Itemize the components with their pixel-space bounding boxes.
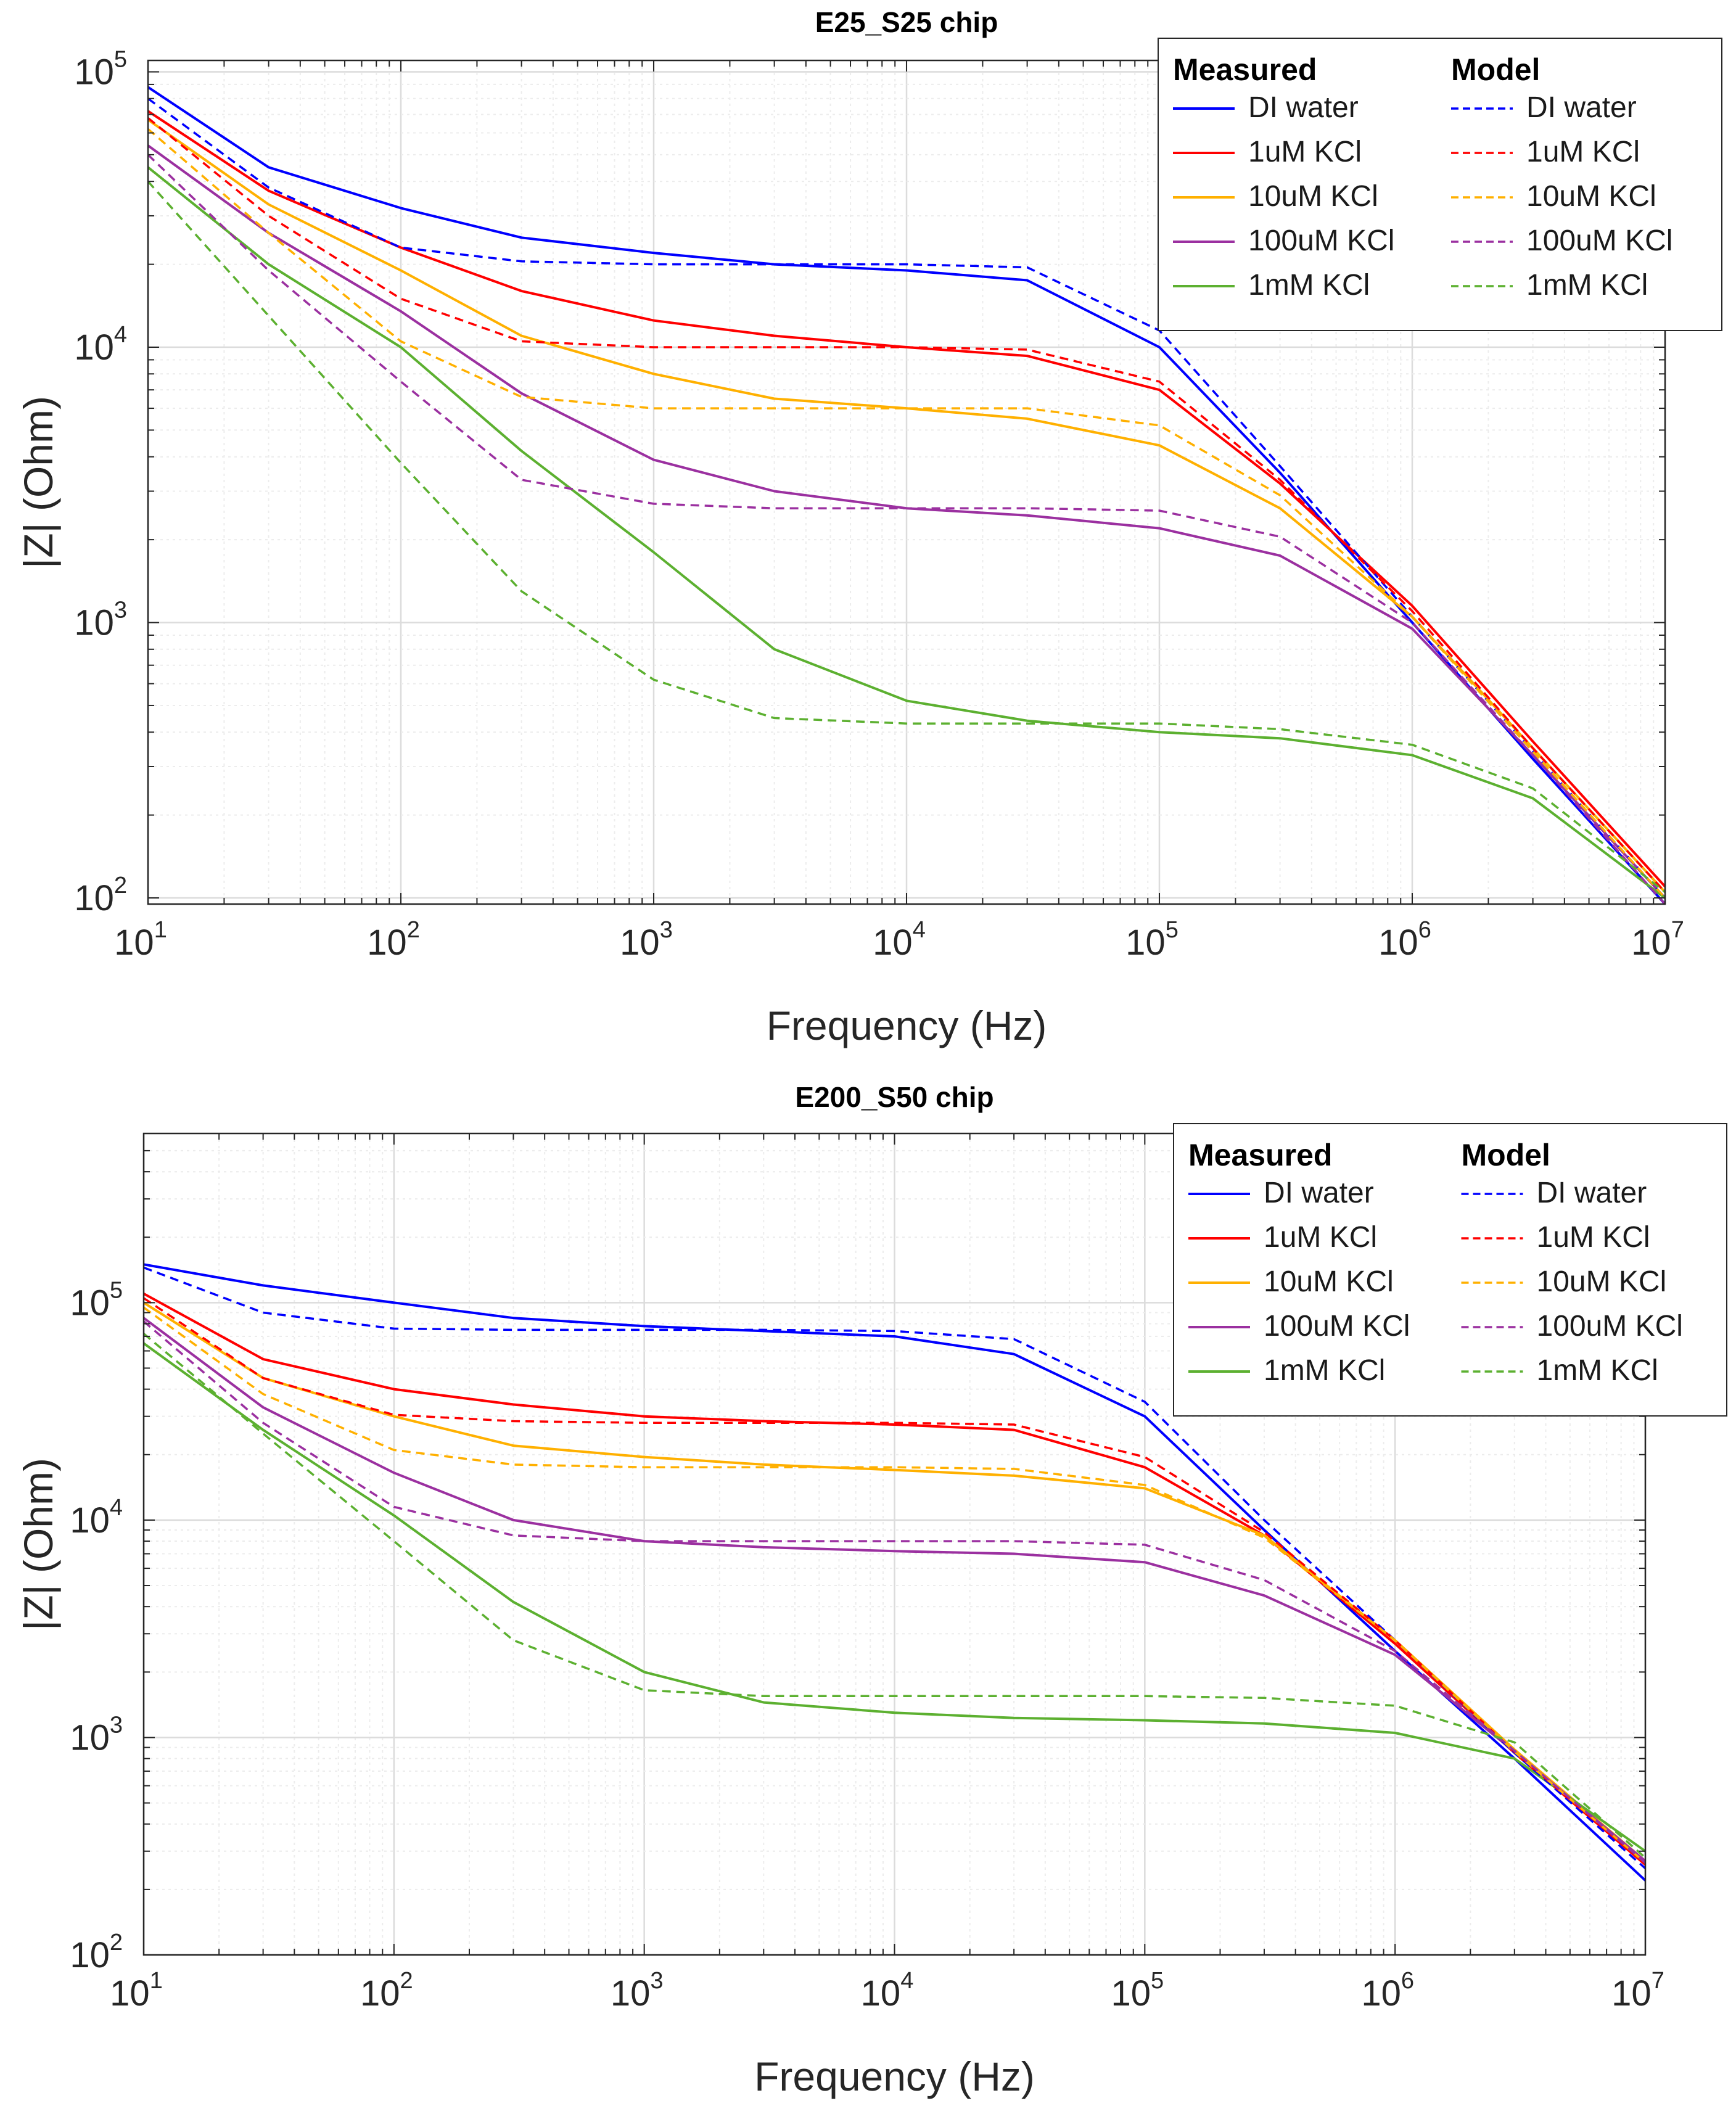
series-line-model-1um-kcl [143, 1297, 1647, 1866]
legend: Measured Model DI water 1uM KCl 10uM KCl 100u… [1158, 38, 1722, 331]
x-tick-label: 103 [611, 1968, 664, 2013]
legend-entry-label: 1mM KCl [1537, 1354, 1658, 1387]
legend-entry-label: 10uM KCl [1537, 1265, 1667, 1298]
x-tick-label: 103 [620, 917, 673, 963]
x-tick-label: 105 [1111, 1968, 1164, 2013]
series-line-measured-1um-kcl [143, 1292, 1647, 1866]
legend-box [1158, 38, 1722, 331]
y-tick-label: 105 [74, 46, 127, 92]
legend-entry-label: DI water [1537, 1177, 1647, 1209]
legend-entry-label: DI water [1526, 91, 1637, 124]
legend-entry-label: DI water [1248, 91, 1359, 124]
legend-entry-label: 1uM KCl [1264, 1221, 1377, 1254]
y-tick-label: 105 [70, 1277, 123, 1323]
legend: Measured Model DI water 1uM KCl 10uM KCl 100u… [1173, 1123, 1727, 1417]
series-line-model-1mm-kcl [147, 181, 1666, 893]
x-tick-label: 106 [1361, 1968, 1414, 2013]
chart-1: 101 102 103 104 105 106 107102103104105E25_S25… [15, 6, 1722, 1048]
series-line-model-1mm-kcl [142, 1333, 1647, 1859]
y-tick-label: 103 [74, 598, 127, 643]
series-line-measured-100um-kcl [142, 1317, 1647, 1862]
chart-title: E200_S50 chip [795, 1081, 993, 1113]
legend-entry-label: 1mM KCl [1248, 269, 1370, 302]
legend-entry-label: 10uM KCl [1264, 1265, 1394, 1298]
x-tick-label: 106 [1378, 917, 1431, 963]
x-tick-label: 101 [110, 1968, 163, 2013]
legend-entry-label: 10uM KCl [1526, 180, 1656, 213]
legend-entry-label: 100uM KCl [1264, 1310, 1410, 1343]
x-tick-label: 102 [367, 917, 420, 963]
x-axis-label: Frequency (Hz) [754, 2054, 1035, 2099]
series-line-model-100um-kcl [147, 154, 1666, 905]
legend-entry-label: 1uM KCl [1248, 136, 1362, 168]
x-tick-label: 104 [861, 1968, 914, 2013]
legend-header-measured: Measured [1173, 52, 1317, 87]
series-lines [142, 1263, 1647, 1882]
legend-entry-label: 100uM KCl [1537, 1310, 1683, 1343]
x-tick-label: 107 [1611, 1968, 1664, 2013]
legend-entry-label: DI water [1264, 1177, 1374, 1209]
x-tick-label: 104 [873, 917, 926, 963]
x-tick-label: 105 [1125, 917, 1179, 963]
series-line-model-1um-kcl [147, 117, 1666, 893]
series-line-model-10um-kcl [147, 128, 1666, 899]
legend-entry-label: 1mM KCl [1526, 269, 1648, 302]
series-line-measured-1mm-kcl [147, 166, 1666, 899]
legend-entry-label: 100uM KCl [1248, 224, 1394, 257]
y-tick-label: 104 [70, 1495, 123, 1540]
series-line-model-10um-kcl [142, 1306, 1647, 1864]
legend-entry-label: 100uM KCl [1526, 224, 1672, 257]
legend-entry-label: 10uM KCl [1248, 180, 1378, 213]
x-tick-label: 102 [360, 1968, 413, 2013]
legend-header-model: Model [1462, 1138, 1550, 1172]
series-line-model-100um-kcl [142, 1320, 1647, 1864]
series-line-measured-di-water [147, 86, 1666, 905]
x-tick-label: 101 [114, 917, 167, 963]
series-lines [147, 86, 1666, 905]
y-axis-label: |Z| (Ohm) [15, 1458, 61, 1631]
y-tick-label: 104 [74, 322, 127, 368]
series-line-model-di-water [143, 1266, 1647, 1870]
series-line-measured-1mm-kcl [142, 1342, 1647, 1853]
y-tick-label: 103 [70, 1712, 123, 1758]
legend-header-model: Model [1451, 52, 1540, 87]
x-tick-label: 107 [1631, 917, 1684, 963]
chart-title: E25_S25 chip [815, 6, 998, 38]
y-tick-label: 102 [74, 873, 127, 918]
x-axis-label: Frequency (Hz) [767, 1003, 1047, 1048]
legend-box [1173, 1123, 1727, 1417]
legend-entry-label: 1uM KCl [1537, 1221, 1650, 1254]
legend-header-measured: Measured [1188, 1138, 1332, 1172]
y-axis-label: |Z| (Ohm) [15, 396, 61, 569]
chart-2: 101 102 103 104 105 106 107102103104105E200_S5… [15, 1081, 1727, 2099]
y-tick-label: 102 [70, 1930, 123, 1975]
legend-entry-label: 1uM KCl [1526, 136, 1640, 168]
legend-entry-label: 1mM KCl [1264, 1354, 1385, 1387]
